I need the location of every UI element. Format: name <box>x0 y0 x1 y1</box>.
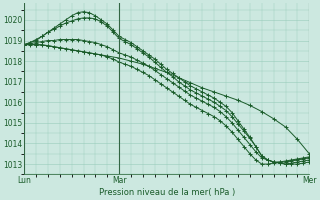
X-axis label: Pression niveau de la mer( hPa ): Pression niveau de la mer( hPa ) <box>99 188 235 197</box>
